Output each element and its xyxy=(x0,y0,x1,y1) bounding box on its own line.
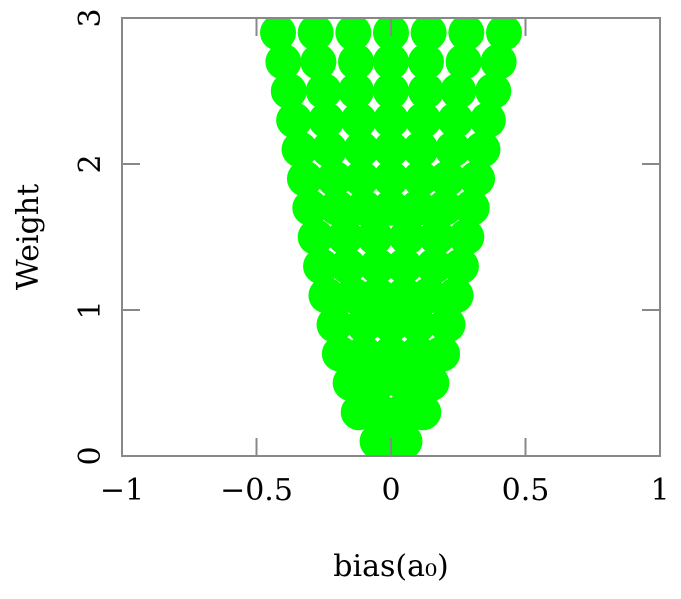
point xyxy=(480,43,517,80)
point xyxy=(292,189,329,226)
point xyxy=(332,365,369,401)
point xyxy=(343,131,380,168)
point xyxy=(359,277,396,314)
point xyxy=(340,102,377,139)
point xyxy=(327,219,364,255)
point xyxy=(335,18,372,51)
point xyxy=(346,306,383,343)
point xyxy=(373,131,409,168)
point xyxy=(319,189,356,226)
point xyxy=(276,102,313,139)
point xyxy=(434,131,471,168)
point xyxy=(281,131,318,168)
point xyxy=(386,248,423,285)
y-axis-label: Weight xyxy=(11,184,46,290)
point xyxy=(356,219,393,255)
point xyxy=(437,102,474,139)
point xyxy=(445,43,482,80)
point xyxy=(424,335,461,372)
point xyxy=(373,73,409,109)
point xyxy=(402,131,439,168)
y-tick-label: 1 xyxy=(73,300,108,319)
point xyxy=(270,73,307,109)
x-tick-label: −1 xyxy=(100,473,144,508)
point xyxy=(389,219,426,255)
point xyxy=(346,335,383,372)
point xyxy=(429,160,466,197)
point xyxy=(399,189,436,226)
point xyxy=(410,277,447,314)
point xyxy=(418,219,455,255)
point xyxy=(316,306,353,343)
point xyxy=(405,102,442,139)
point xyxy=(297,219,334,255)
point xyxy=(413,365,450,401)
point xyxy=(386,365,423,401)
y-tick-label: 2 xyxy=(73,154,108,173)
x-tick-label: 0.5 xyxy=(502,473,550,508)
point xyxy=(338,73,375,109)
point xyxy=(373,335,409,372)
point xyxy=(308,277,345,314)
point xyxy=(305,73,342,109)
x-tick-label: 1 xyxy=(650,473,669,508)
x-tick-label: −0.5 xyxy=(220,473,293,508)
point xyxy=(453,189,490,226)
point xyxy=(311,131,348,168)
point xyxy=(373,102,409,139)
point xyxy=(343,160,380,197)
point xyxy=(300,43,337,80)
point xyxy=(485,18,522,51)
point xyxy=(308,102,345,139)
point xyxy=(459,160,496,197)
point xyxy=(475,73,512,109)
point xyxy=(338,43,375,80)
point xyxy=(448,219,485,255)
point xyxy=(464,131,501,168)
point xyxy=(410,18,447,51)
point xyxy=(407,73,444,109)
y-tick-label: 3 xyxy=(73,8,108,27)
x-tick-label: 0 xyxy=(381,473,400,508)
point xyxy=(386,423,423,456)
point xyxy=(265,43,302,80)
point xyxy=(359,248,396,285)
point xyxy=(316,160,353,197)
point xyxy=(416,248,453,285)
point xyxy=(426,189,463,226)
point xyxy=(260,18,297,51)
point xyxy=(373,189,409,226)
point xyxy=(429,306,466,343)
plot-area xyxy=(260,18,522,456)
point xyxy=(303,248,340,285)
point xyxy=(442,248,479,285)
point xyxy=(405,394,442,431)
point xyxy=(402,160,439,197)
point xyxy=(359,365,396,401)
point xyxy=(448,18,485,51)
y-tick-label: 0 xyxy=(73,446,108,465)
point xyxy=(373,43,409,80)
point xyxy=(373,160,409,197)
point xyxy=(346,189,383,226)
point xyxy=(437,277,474,314)
point xyxy=(399,306,436,343)
point xyxy=(373,306,409,343)
point xyxy=(286,160,323,197)
point xyxy=(469,102,506,139)
point xyxy=(297,18,334,51)
point xyxy=(407,43,444,80)
point xyxy=(329,248,366,285)
x-axis-label: bias(a₀) xyxy=(333,549,448,584)
point xyxy=(440,73,477,109)
